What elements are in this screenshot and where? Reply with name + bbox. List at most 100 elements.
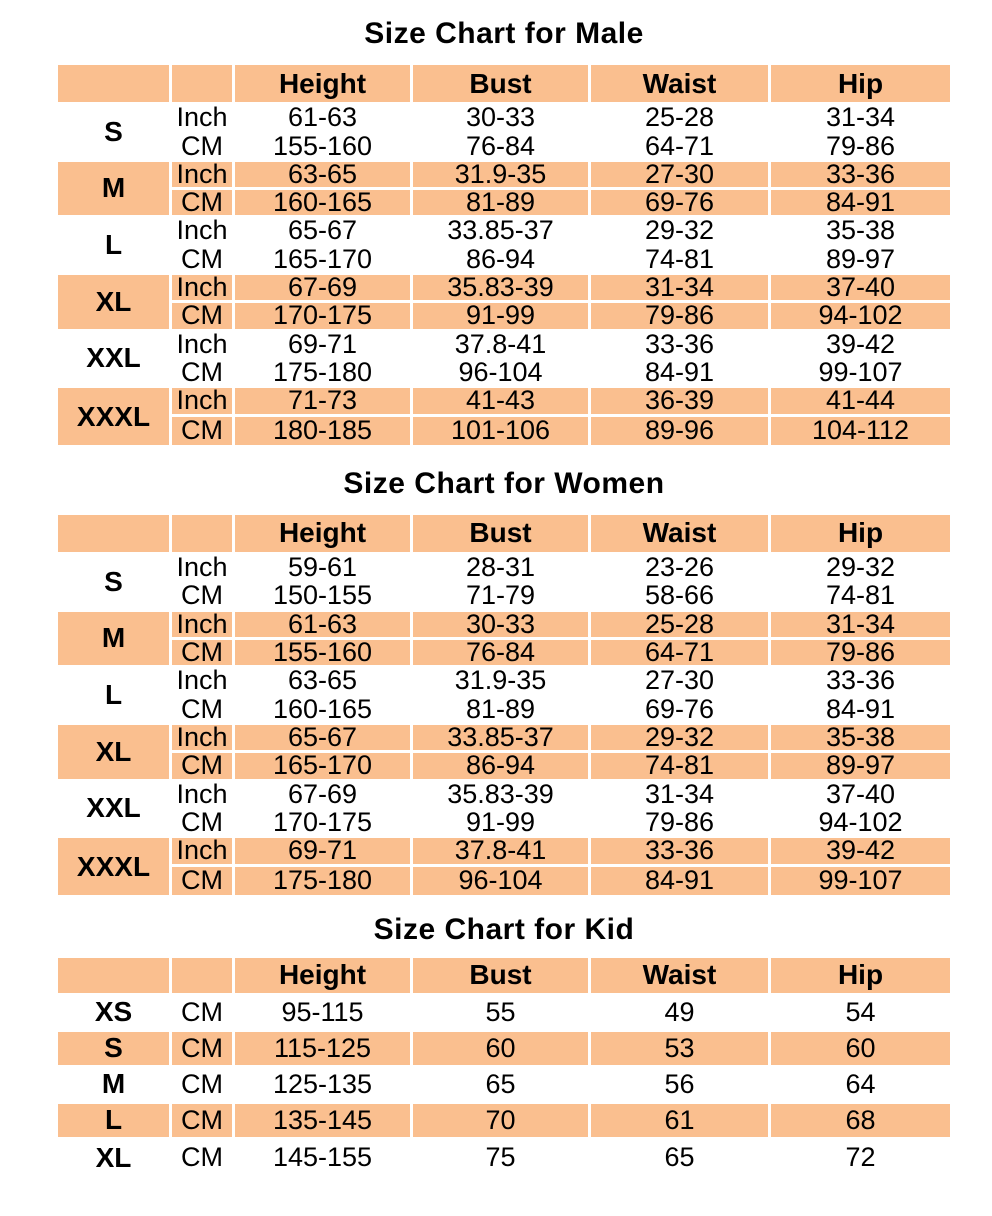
value-cell-waist: 84-91 bbox=[591, 865, 771, 895]
header-cell-height: Height bbox=[235, 957, 413, 996]
kid-size-table: Height Bust Waist Hip XS CM 95-115 55 49 54 S CM 115… bbox=[58, 957, 992, 1176]
value-cell-height: 71-73 bbox=[235, 385, 413, 417]
value-cell-hip: 68 bbox=[771, 1103, 950, 1140]
value-cell-height: 175-180 bbox=[235, 865, 413, 895]
unit-cell: Inch bbox=[172, 215, 235, 247]
header-cell-bust: Bust bbox=[413, 514, 591, 555]
value-cell-hip: 74-81 bbox=[771, 580, 950, 612]
value-cell-height: 165-170 bbox=[235, 750, 413, 782]
value-cell-hip: 79-86 bbox=[771, 131, 950, 162]
value-cell-waist: 33-36 bbox=[591, 835, 771, 867]
value-cell-bust: 76-84 bbox=[413, 131, 591, 162]
value-cell-hip: 99-107 bbox=[771, 865, 950, 895]
value-cell-height: 69-71 bbox=[235, 329, 413, 360]
value-cell-hip: 89-97 bbox=[771, 244, 950, 275]
value-cell-hip: 31-34 bbox=[771, 102, 950, 134]
value-cell-bust: 30-33 bbox=[413, 609, 591, 640]
value-cell-bust: 35.83-39 bbox=[413, 272, 591, 304]
unit-cell: CM bbox=[172, 637, 235, 669]
value-cell-waist: 27-30 bbox=[591, 665, 771, 697]
unit-cell: Inch bbox=[172, 552, 235, 584]
unit-cell: Inch bbox=[172, 722, 235, 754]
value-cell-hip: 84-91 bbox=[771, 694, 950, 725]
header-cell-waist: Waist bbox=[591, 514, 771, 555]
kid-chart-title: Size Chart for Kid bbox=[373, 912, 635, 946]
value-cell-bust: 76-84 bbox=[413, 637, 591, 669]
value-cell-bust: 41-43 bbox=[413, 385, 591, 417]
value-cell-hip: 89-97 bbox=[771, 750, 950, 782]
size-cell: XL bbox=[58, 274, 172, 332]
value-cell-waist: 53 bbox=[591, 1031, 771, 1068]
unit-cell: CM bbox=[172, 865, 235, 895]
value-cell-bust: 37.8-41 bbox=[413, 329, 591, 360]
unit-cell: CM bbox=[172, 807, 235, 839]
value-cell-waist: 49 bbox=[591, 995, 771, 1032]
value-cell-hip: 41-44 bbox=[771, 385, 950, 417]
unit-cell: Inch bbox=[172, 609, 235, 640]
value-cell-height: 170-175 bbox=[235, 300, 413, 332]
value-cell-waist: 79-86 bbox=[591, 807, 771, 839]
value-cell-waist: 64-71 bbox=[591, 637, 771, 669]
kid-size-chart-section: Size Chart for Kid Height Bust Waist Hip XS C… bbox=[0, 912, 992, 1176]
value-cell-height: 150-155 bbox=[235, 580, 413, 612]
value-cell-hip: 33-36 bbox=[771, 665, 950, 697]
value-cell-height: 135-145 bbox=[235, 1103, 413, 1140]
size-cell: XS bbox=[58, 995, 172, 1032]
unit-cell: Inch bbox=[172, 272, 235, 304]
value-cell-bust: 55 bbox=[413, 995, 591, 1032]
value-cell-hip: 54 bbox=[771, 995, 950, 1032]
unit-cell: CM bbox=[172, 1031, 235, 1068]
value-cell-height: 160-165 bbox=[235, 694, 413, 725]
value-cell-waist: 74-81 bbox=[591, 750, 771, 782]
unit-cell: CM bbox=[172, 300, 235, 332]
value-cell-height: 61-63 bbox=[235, 102, 413, 134]
header-cell-hip: Hip bbox=[771, 957, 950, 996]
value-cell-waist: 89-96 bbox=[591, 415, 771, 445]
value-cell-hip: 31-34 bbox=[771, 609, 950, 640]
value-cell-hip: 60 bbox=[771, 1031, 950, 1068]
value-cell-height: 67-69 bbox=[235, 272, 413, 304]
value-cell-waist: 31-34 bbox=[591, 272, 771, 304]
value-cell-hip: 84-91 bbox=[771, 187, 950, 219]
value-cell-bust: 75 bbox=[413, 1139, 591, 1176]
value-cell-waist: 69-76 bbox=[591, 694, 771, 725]
value-cell-height: 59-61 bbox=[235, 552, 413, 584]
size-cell: M bbox=[58, 161, 172, 219]
unit-cell: CM bbox=[172, 995, 235, 1032]
header-cell-hip: Hip bbox=[771, 514, 950, 555]
size-cell: M bbox=[58, 1067, 172, 1104]
value-cell-bust: 101-106 bbox=[413, 415, 591, 445]
value-cell-waist: 84-91 bbox=[591, 357, 771, 389]
value-cell-hip: 104-112 bbox=[771, 415, 950, 445]
value-cell-hip: 37-40 bbox=[771, 272, 950, 304]
header-cell-waist: Waist bbox=[591, 957, 771, 996]
value-cell-waist: 23-26 bbox=[591, 552, 771, 584]
male-size-table: Height Bust Waist Hip S Inch 61-63 30-33 25-28 31… bbox=[58, 65, 992, 445]
value-cell-hip: 35-38 bbox=[771, 722, 950, 754]
unit-cell: Inch bbox=[172, 329, 235, 360]
unit-cell: Inch bbox=[172, 835, 235, 867]
size-cell: S bbox=[58, 1031, 172, 1068]
size-cell: S bbox=[58, 554, 172, 612]
unit-cell: CM bbox=[172, 187, 235, 219]
value-cell-hip: 64 bbox=[771, 1067, 950, 1104]
value-cell-height: 170-175 bbox=[235, 807, 413, 839]
header-cell-hip: Hip bbox=[771, 65, 950, 105]
value-cell-bust: 91-99 bbox=[413, 807, 591, 839]
value-cell-height: 69-71 bbox=[235, 835, 413, 867]
unit-cell: CM bbox=[172, 1103, 235, 1140]
value-cell-bust: 81-89 bbox=[413, 694, 591, 725]
size-cell: M bbox=[58, 611, 172, 669]
value-cell-waist: 64-71 bbox=[591, 131, 771, 162]
unit-cell: CM bbox=[172, 750, 235, 782]
value-cell-waist: 29-32 bbox=[591, 215, 771, 247]
header-cell-unit bbox=[172, 65, 235, 105]
header-cell-size bbox=[58, 65, 172, 105]
value-cell-bust: 31.9-35 bbox=[413, 159, 591, 190]
size-cell: XXL bbox=[58, 781, 172, 839]
header-cell-bust: Bust bbox=[413, 65, 591, 105]
value-cell-height: 125-135 bbox=[235, 1067, 413, 1104]
value-cell-bust: 96-104 bbox=[413, 357, 591, 389]
value-cell-bust: 37.8-41 bbox=[413, 835, 591, 867]
value-cell-bust: 70 bbox=[413, 1103, 591, 1140]
